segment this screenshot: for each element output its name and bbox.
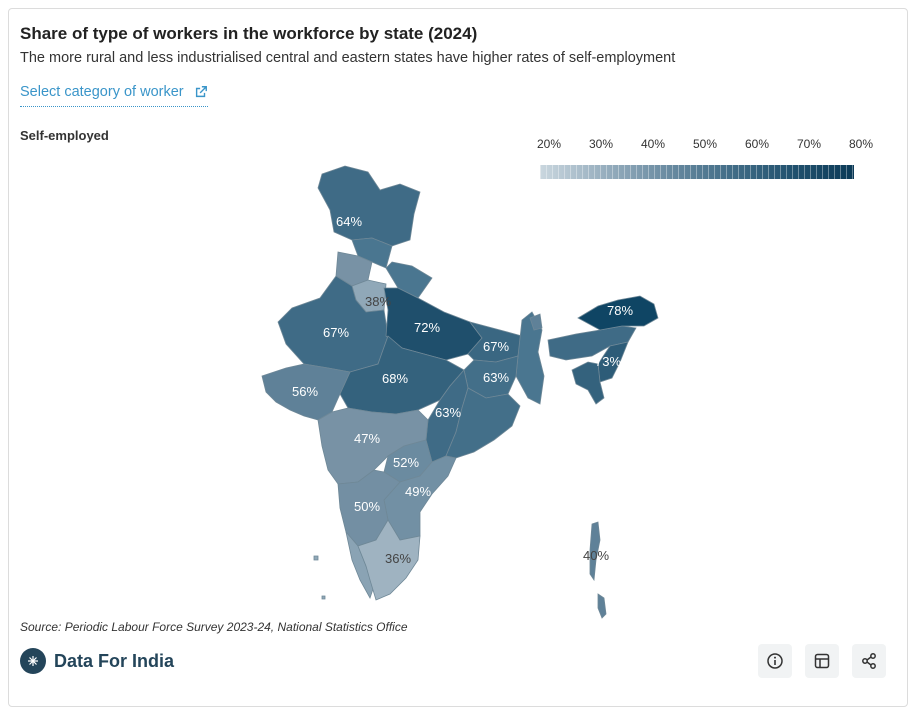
table-button[interactable] (805, 644, 839, 678)
select-category-label: Select category of worker (20, 84, 184, 100)
share-icon (862, 653, 876, 669)
chart-subtitle: The more rural and less industrialised c… (20, 50, 676, 66)
chart-card (8, 8, 908, 707)
share-button[interactable] (852, 644, 886, 678)
info-icon (767, 653, 783, 669)
source-note: Source: Periodic Labour Force Survey 202… (20, 620, 408, 634)
info-button[interactable] (758, 644, 792, 678)
brand-logo-icon (20, 648, 46, 674)
region-karnataka[interactable] (337, 469, 401, 547)
region-arunachal[interactable] (577, 295, 659, 331)
region-lakshadweep[interactable] (313, 555, 326, 600)
legend-color-scale (540, 165, 854, 179)
select-category-link[interactable]: Select category of worker (20, 84, 208, 107)
external-edit-icon (195, 86, 207, 98)
legend-tick: 20% (536, 137, 562, 151)
legend-tick: 70% (796, 137, 822, 151)
region-nicobar-south[interactable] (597, 593, 607, 619)
legend-tick: 80% (848, 137, 874, 151)
category-label: Self-employed (20, 128, 109, 143)
chart-title: Share of type of workers in the workforc… (20, 24, 478, 43)
legend-ticks: 20% 30% 40% 50% 60% 70% 80% (528, 137, 873, 153)
brand[interactable]: Data For India (20, 648, 174, 674)
region-tamil-nadu[interactable] (357, 519, 421, 601)
region-sikkim[interactable] (529, 313, 543, 331)
legend-tick: 60% (744, 137, 770, 151)
legend-tick: 30% (588, 137, 614, 151)
legend-tick: 40% (640, 137, 666, 151)
legend-tick: 50% (692, 137, 718, 151)
region-andaman-nicobar[interactable] (589, 521, 601, 582)
brand-name: Data For India (54, 650, 175, 671)
region-mizoram-tripura[interactable] (571, 361, 605, 405)
table-icon (814, 653, 830, 669)
region-odisha[interactable] (445, 387, 521, 459)
region-jammu-kashmir[interactable] (317, 165, 421, 247)
